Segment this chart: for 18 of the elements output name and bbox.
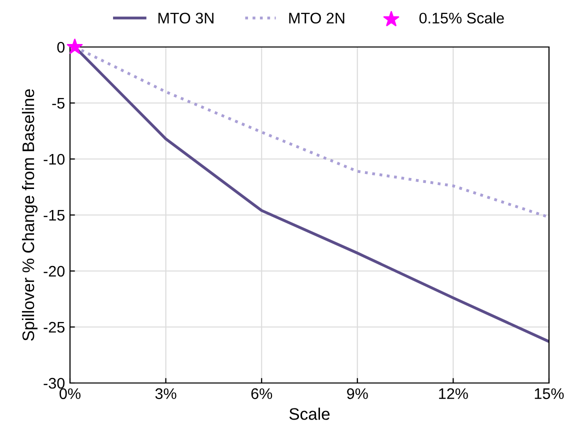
x-tick-label: 3%: [155, 388, 176, 400]
legend-label: 0.15% Scale: [419, 12, 504, 24]
y-tick-label: -25: [44, 322, 64, 333]
y-tick-label: -5: [52, 98, 64, 109]
legend-label: MTO 3N: [158, 12, 214, 24]
x-tick-label: 12%: [439, 388, 468, 400]
x-tick-label: 9%: [347, 388, 368, 400]
x-tick-label: 15%: [534, 388, 564, 400]
y-tick-label: -15: [44, 210, 64, 221]
x-axis-title: Scale: [289, 408, 330, 420]
y-tick-label: -10: [44, 154, 65, 165]
y-axis-title: Spillover % Change from Baseline: [22, 89, 38, 341]
y-tick-label: -30: [44, 378, 65, 389]
y-tick-label: -20: [44, 266, 65, 277]
legend-label: MTO 2N: [289, 12, 344, 24]
y-tick-label: 0: [57, 42, 65, 53]
x-tick-label: 6%: [251, 388, 272, 400]
x-tick-label: 0%: [60, 388, 80, 400]
